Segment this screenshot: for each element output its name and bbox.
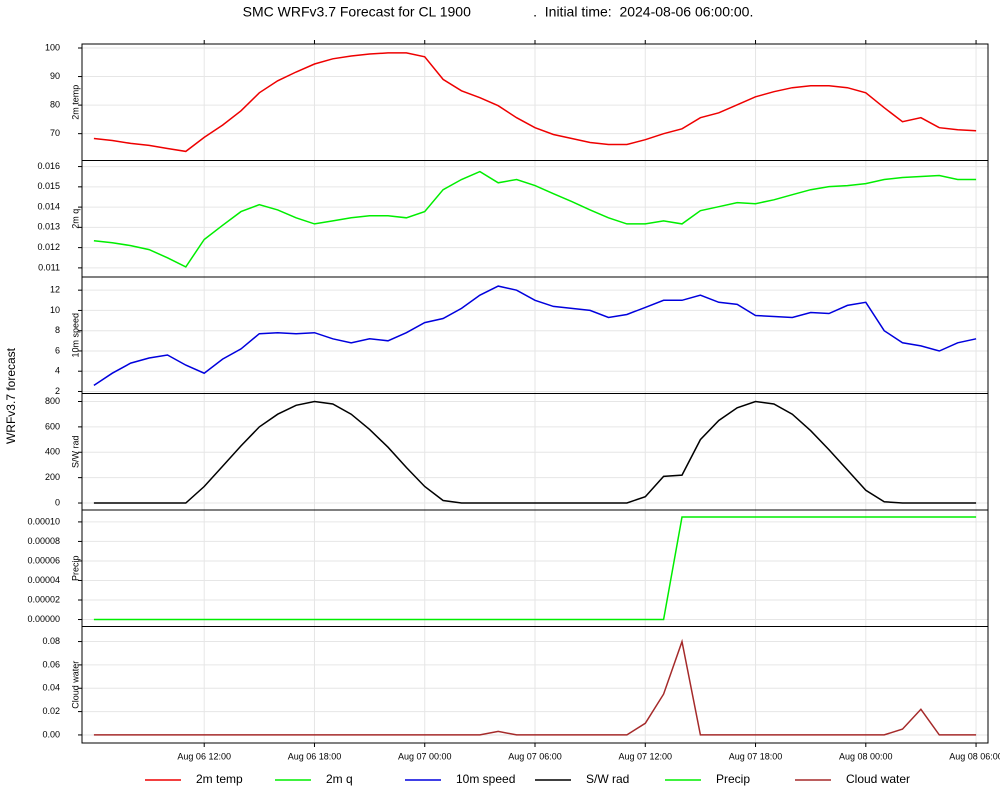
y-tick-label: 2 — [55, 386, 60, 396]
x-tick-label: Aug 07 12:00 — [618, 751, 672, 761]
y-tick-label: 0.06 — [42, 659, 60, 669]
x-tick-label: Aug 08 06:00 — [949, 751, 1000, 761]
y-tick-label: 0.00002 — [27, 594, 60, 604]
series-line — [93, 170, 977, 268]
y-tick-label: 400 — [45, 447, 60, 457]
series-line — [93, 516, 977, 621]
panel-label: 2m q — [70, 209, 80, 229]
y-tick-label: 90 — [50, 71, 60, 81]
y-tick-label: 10 — [50, 305, 60, 315]
y-tick-label: 0.015 — [37, 181, 60, 191]
y-tick-label: 0.08 — [42, 636, 60, 646]
panel-label: Precip — [70, 555, 80, 581]
y-tick-label: 0.02 — [42, 706, 60, 716]
x-tick-label: Aug 07 18:00 — [729, 751, 783, 761]
legend-label: 10m speed — [456, 772, 515, 786]
y-tick-label: 12 — [50, 285, 60, 295]
x-tick-label: Aug 07 06:00 — [508, 751, 562, 761]
y-tick-label: 0.00004 — [27, 575, 60, 585]
legend-label: Precip — [716, 772, 750, 786]
legend-label: S/W rad — [586, 772, 629, 786]
x-tick-label: Aug 08 00:00 — [839, 751, 893, 761]
y-tick-label: 0.00010 — [27, 516, 60, 526]
y-tick-label: 0.00006 — [27, 555, 60, 565]
chart-title: SMC WRFv3.7 Forecast for CL 1900 . Initi… — [243, 4, 754, 20]
y-tick-label: 8 — [55, 325, 60, 335]
legend-label: 2m temp — [196, 772, 243, 786]
y-tick-label: 70 — [50, 128, 60, 138]
y-tick-label: 600 — [45, 421, 60, 431]
panel-label: 2m temp — [70, 85, 80, 120]
series-line — [93, 400, 977, 504]
x-tick-label: Aug 06 18:00 — [288, 751, 342, 761]
panel-frame — [81, 626, 989, 744]
y-tick-label: 0 — [55, 497, 60, 507]
y-tick-label: 800 — [45, 396, 60, 406]
y-tick-label: 0.04 — [42, 683, 60, 693]
y-tick-label: 80 — [50, 99, 60, 109]
y-tick-label: 0.013 — [37, 222, 60, 232]
y-tick-label: 4 — [55, 366, 60, 376]
y-tick-label: 100 — [45, 42, 60, 52]
series-line — [93, 285, 977, 387]
y-tick-label: 0.012 — [37, 242, 60, 252]
y-tick-label: 200 — [45, 472, 60, 482]
panel-label: Cloud water — [70, 661, 80, 709]
legend-label: 2m q — [326, 772, 353, 786]
y-tick-label: 6 — [55, 345, 60, 355]
panel-label: S/W rad — [70, 435, 80, 468]
legend-label: Cloud water — [846, 772, 910, 786]
panel-label: 10m speed — [70, 313, 80, 358]
y-tick-label: 0.00000 — [27, 614, 60, 624]
series-line — [93, 52, 977, 153]
series-line — [93, 638, 977, 736]
y-tick-label: 0.00008 — [27, 536, 60, 546]
y-axis-label: WRFv3.7 forecast — [4, 347, 18, 444]
x-tick-label: Aug 06 12:00 — [177, 751, 231, 761]
x-tick-label: Aug 07 00:00 — [398, 751, 452, 761]
y-tick-label: 0.011 — [38, 262, 60, 272]
y-tick-label: 0.00 — [42, 729, 60, 739]
y-tick-label: 0.016 — [37, 161, 60, 171]
y-tick-label: 0.014 — [37, 201, 60, 211]
